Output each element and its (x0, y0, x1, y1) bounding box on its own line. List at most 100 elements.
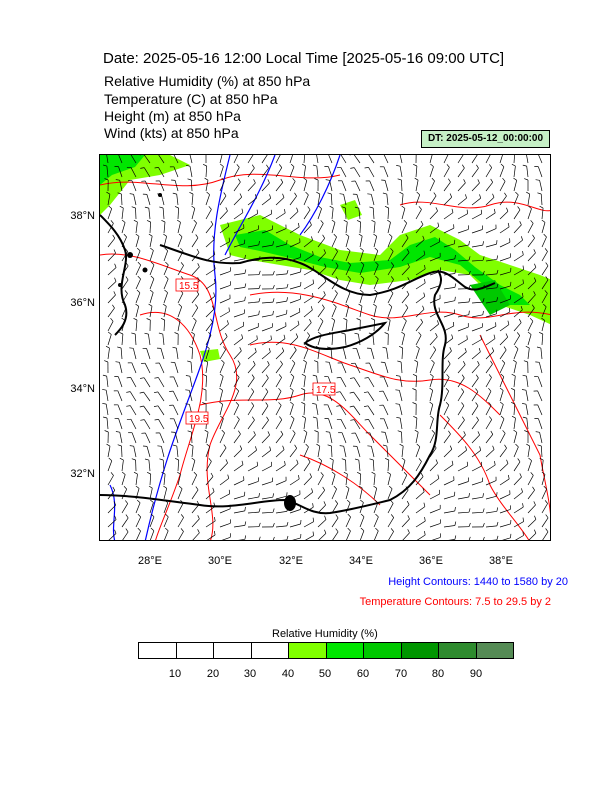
wind-barb-feather (162, 303, 167, 307)
wind-barb-feather (286, 522, 289, 526)
wind-barb-feather (511, 415, 516, 419)
wind-barb-feather (505, 333, 509, 338)
wind-barb (373, 250, 379, 262)
plot-title: Date: 2025-05-16 12:00 Local Time [2025-… (103, 50, 505, 67)
wind-barb-feather (244, 283, 247, 288)
wind-barb (131, 432, 137, 444)
wind-barb-feather (212, 487, 215, 492)
wind-barb-feather (520, 236, 523, 241)
wind-barb-feather (397, 430, 402, 433)
wind-barb (206, 534, 216, 540)
wind-barb-feather (413, 163, 418, 167)
wind-barb (177, 517, 184, 528)
wind-barb (327, 404, 333, 416)
wind-barb-feather (502, 177, 506, 182)
wind-barb-feather (381, 431, 386, 433)
wind-barb-feather (519, 221, 522, 226)
wind-barb-feather (117, 346, 122, 349)
wind-barb-feather (525, 345, 530, 349)
wind-barb (373, 278, 379, 290)
wind-barb (143, 377, 151, 388)
wind-barb (177, 207, 179, 220)
wind-barb-feather (239, 445, 243, 450)
wind-barb (121, 445, 123, 458)
wind-barb (289, 404, 294, 416)
wind-barb-feather (165, 261, 169, 266)
wind-barb (499, 509, 511, 514)
wind-barb (191, 446, 194, 458)
wind-barb (331, 251, 338, 262)
wind-barb-feather (185, 389, 190, 391)
wind-barb (457, 434, 466, 444)
wind-barb-feather (515, 191, 519, 196)
wind-barb (527, 519, 537, 528)
wind-barb (401, 334, 405, 346)
wind-barb (121, 517, 129, 528)
wind-barb (528, 533, 537, 540)
wind-barb-feather (360, 261, 365, 265)
wind-barb-feather (267, 431, 270, 436)
wind-barb-feather (397, 178, 402, 181)
wind-barb-feather (424, 279, 426, 284)
wind-barb-feather (323, 291, 326, 296)
wind-barb-feather (219, 163, 224, 167)
wind-barb (233, 258, 245, 262)
wind-barb (373, 306, 377, 318)
wind-barb-feather (214, 517, 216, 522)
lat-label-32n: 32°N (70, 468, 95, 480)
island (142, 267, 148, 273)
wind-barb (122, 531, 129, 540)
wind-barb (457, 465, 468, 472)
wind-barb-feather (335, 262, 339, 267)
wind-barb (355, 432, 361, 444)
wind-barb (191, 489, 199, 500)
wind-barb-feather (423, 502, 426, 507)
wind-barb (513, 155, 515, 164)
wind-barb (343, 194, 347, 206)
wind-barb (247, 314, 259, 318)
wind-barb-feather (490, 360, 493, 365)
wind-barb-feather (418, 331, 422, 336)
wind-barb (513, 296, 524, 304)
wind-barb (315, 404, 319, 416)
wind-barb-feather (114, 529, 117, 534)
wind-barb (353, 391, 361, 402)
wind-barb (345, 474, 348, 486)
wind-barb-feather (535, 431, 540, 433)
wind-barb (219, 256, 231, 262)
wind-barb-feather (135, 485, 140, 489)
wind-barb-feather (363, 391, 368, 394)
wind-barb-feather (146, 318, 151, 321)
wind-barb (107, 267, 117, 276)
wind-barb-feather (291, 359, 296, 364)
wind-barb (443, 525, 455, 528)
wind-barb (541, 320, 545, 332)
wind-barb (331, 306, 337, 318)
wind-barb (158, 167, 165, 178)
wind-barb-feather (309, 221, 312, 226)
wind-barb (359, 250, 364, 262)
wind-barb-feather (477, 361, 480, 365)
wind-barb-feather (272, 270, 275, 276)
wind-barb (387, 459, 390, 472)
lat-label-36n: 36°N (70, 297, 95, 309)
wind-barb (513, 283, 524, 290)
wind-barb (289, 523, 301, 528)
wind-barb (429, 180, 435, 192)
wind-barb (149, 488, 153, 500)
wind-barb (130, 419, 137, 430)
wind-barb-feather (350, 377, 355, 379)
wind-barb-feather (420, 220, 424, 225)
wind-barb-feather (235, 387, 239, 392)
wind-barb (499, 336, 508, 346)
contour-label-group: 15.5 17.5 19.5 (175, 278, 336, 425)
wind-barb (135, 319, 138, 332)
wind-barb-feather (493, 208, 496, 213)
wind-barb-feather (214, 264, 216, 270)
wind-barb-feather (320, 317, 324, 322)
wind-barb-feather (103, 164, 107, 167)
wind-barb-feather (272, 536, 275, 540)
wind-barb (275, 338, 286, 346)
wind-barb (331, 445, 333, 458)
wind-barb (190, 361, 193, 374)
